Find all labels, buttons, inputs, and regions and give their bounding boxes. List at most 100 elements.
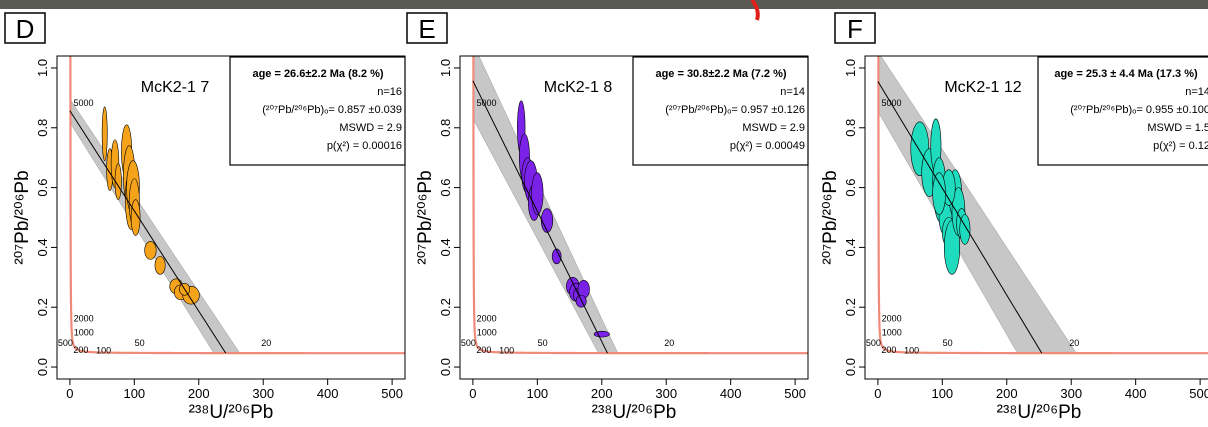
concordia-age-label: 2000	[477, 313, 497, 323]
sample-name: McK2-1 7	[141, 79, 210, 96]
x-tick-label: 500	[784, 386, 806, 401]
concordia-age-label: 1000	[477, 327, 497, 337]
annotation-line: n=14	[1185, 86, 1208, 98]
panel-letter: F	[847, 14, 863, 44]
annotation-line: age = 25.3 ± 4.4 Ma (17.3 %)	[1054, 68, 1198, 80]
x-tick-label: 400	[720, 386, 742, 401]
x-tick-label: 200	[591, 386, 613, 401]
concordia-age-label: 100	[499, 346, 514, 356]
concordia-age-label: 200	[476, 345, 491, 355]
x-tick-label: 100	[123, 386, 145, 401]
y-tick-label: 0.4	[843, 238, 858, 256]
y-tick-label: 0.6	[35, 179, 50, 197]
annotation-line: MSWD = 2.9	[742, 122, 805, 134]
x-axis-label: ²³⁸U/²⁰⁶Pb	[189, 402, 274, 423]
annotation-line: MSWD = 1.5	[1147, 122, 1208, 134]
y-tick-label: 0.8	[35, 119, 50, 137]
concordia-age-label: 50	[943, 338, 953, 348]
concordia-age-label: 50	[538, 338, 548, 348]
data-ellipse	[932, 172, 946, 215]
concordia-age-label: 5000	[476, 98, 496, 108]
concordia-age-label: 50	[135, 338, 145, 348]
y-tick-label: 0.2	[35, 298, 50, 316]
annotation-line: n=16	[377, 86, 402, 98]
concordia-age-label: 5000	[881, 98, 901, 108]
data-ellipse	[154, 256, 166, 275]
x-tick-label: 0	[66, 386, 73, 401]
plot-frame	[459, 55, 809, 380]
concordia-age-label: 500	[461, 338, 476, 348]
concordia-age-label: 20	[664, 338, 674, 348]
annotation-box	[229, 56, 406, 166]
plot-frame	[56, 55, 406, 380]
y-tick-label: 0.2	[843, 298, 858, 316]
annotation-box	[632, 56, 809, 166]
concordia-age-label: 100	[96, 346, 111, 356]
annotation-line: MSWD = 2.9	[339, 122, 402, 134]
panel-letter: E	[418, 14, 435, 44]
x-tick-label: 300	[1060, 386, 1082, 401]
y-tick-label: 0.8	[438, 119, 453, 137]
x-tick-label: 0	[469, 386, 476, 401]
panel-letter-box	[834, 12, 876, 44]
concordia	[877, 56, 1208, 355]
sample-name: McK2-1 12	[944, 79, 1021, 96]
y-axis-label: ²⁰⁷Pb/²⁰⁶Pb	[12, 170, 33, 264]
annotation-line: (²⁰⁷Pb/²⁰⁶Pb)ₒ= 0.857 ±0.039	[262, 104, 402, 116]
y-tick-label: 0.0	[438, 358, 453, 376]
x-tick-label: 300	[655, 386, 677, 401]
panel-letter-box	[4, 12, 46, 44]
annotation-line: p(χ²) = 0.00049	[730, 140, 805, 152]
x-tick-label: 400	[1125, 386, 1147, 401]
concordia-age-label: 500	[58, 338, 73, 348]
data-ellipse	[575, 294, 587, 308]
concordia-age-label: 200	[73, 345, 88, 355]
concordia-age-label: 200	[881, 345, 896, 355]
data-ellipse	[551, 248, 562, 265]
y-tick-label: 1.0	[35, 59, 50, 77]
x-axis-label: ²³⁸U/²⁰⁶Pb	[592, 402, 677, 423]
red-marker	[750, 0, 760, 21]
annotation-line: n=14	[780, 86, 805, 98]
y-tick-label: 0.6	[438, 179, 453, 197]
concordia-age-label: 5000	[73, 98, 93, 108]
concordia-age-label: 20	[261, 338, 271, 348]
regression-line	[877, 81, 1043, 354]
sample-name: McK2-1 8	[544, 79, 613, 96]
data-ellipse	[531, 172, 544, 215]
annotation-box	[1037, 56, 1208, 166]
x-tick-label: 500	[1189, 386, 1208, 401]
annotation-line: (²⁰⁷Pb/²⁰⁶Pb)ₒ= 0.957 ±0.126	[665, 104, 805, 116]
x-tick-label: 300	[252, 386, 274, 401]
x-tick-label: 200	[996, 386, 1018, 401]
regression-line	[69, 110, 227, 354]
annotation-line: age = 26.6±2.2 Ma (8.2 %)	[252, 68, 383, 80]
concordia-age-label: 2000	[882, 313, 902, 323]
y-tick-label: 1.0	[438, 59, 453, 77]
panel-letter-box	[406, 12, 448, 44]
photo-strip	[0, 0, 1208, 9]
y-tick-label: 0.0	[35, 358, 50, 376]
annotation-line: (²⁰⁷Pb/²⁰⁶Pb)ₒ= 0.955 ±0.100	[1070, 104, 1208, 116]
x-tick-label: 100	[526, 386, 548, 401]
concordia-age-label: 2000	[74, 313, 94, 323]
concordia-age-label: 1000	[882, 327, 902, 337]
concordia	[472, 56, 808, 355]
y-axis-label: ²⁰⁷Pb/²⁰⁶Pb	[415, 170, 436, 264]
x-tick-label: 500	[381, 386, 403, 401]
y-tick-label: 0.4	[438, 238, 453, 256]
data-ellipse	[593, 330, 610, 338]
x-tick-label: 0	[874, 386, 881, 401]
concordia-age-label: 500	[866, 338, 881, 348]
data-ellipse	[540, 208, 554, 233]
y-tick-label: 1.0	[843, 59, 858, 77]
y-tick-label: 0.2	[438, 298, 453, 316]
data-ellipse	[144, 241, 157, 260]
annotation-line: age = 30.8±2.2 Ma (7.2 %)	[655, 68, 786, 80]
